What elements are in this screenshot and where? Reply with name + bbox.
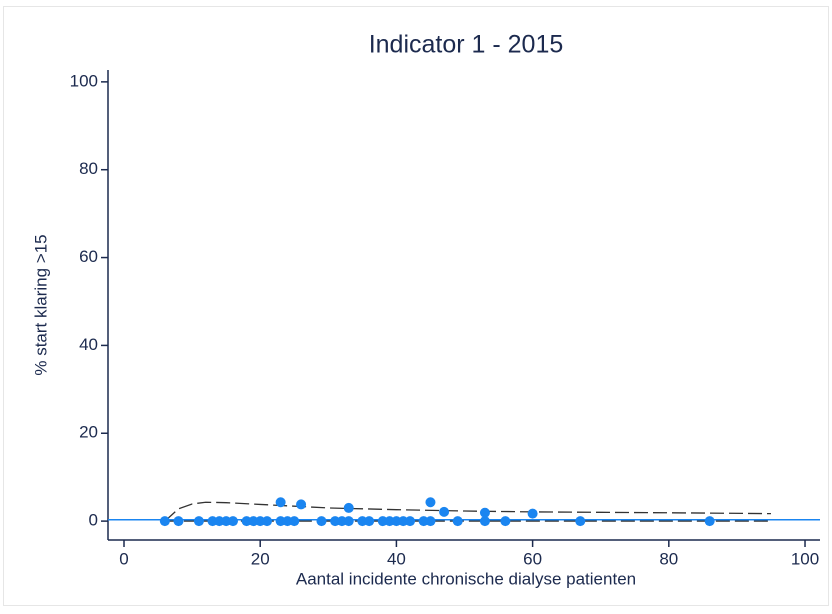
- point: [704, 516, 715, 527]
- point: [364, 516, 375, 527]
- y-tick-label: 100: [70, 71, 98, 90]
- point: [159, 516, 170, 527]
- y-tick-label: 80: [79, 159, 98, 178]
- point: [193, 516, 204, 527]
- y-tick-label: 60: [79, 247, 98, 266]
- x-tick-label: 0: [119, 549, 128, 568]
- x-tick-label: 20: [251, 549, 270, 568]
- point: [289, 516, 300, 527]
- y-tick-label: 0: [89, 511, 98, 530]
- point: [343, 502, 354, 513]
- point: [425, 516, 436, 527]
- point: [452, 516, 463, 527]
- point: [479, 516, 490, 527]
- point: [439, 506, 450, 517]
- point: [527, 508, 538, 519]
- point: [227, 516, 238, 527]
- x-tick-label: 100: [791, 549, 819, 568]
- point: [262, 516, 273, 527]
- x-tick-label: 80: [659, 549, 678, 568]
- y-tick-label: 20: [79, 423, 98, 442]
- x-tick-label: 40: [387, 549, 406, 568]
- point: [575, 516, 586, 527]
- upper-limit: [164, 501, 771, 522]
- point: [500, 516, 511, 527]
- point: [296, 499, 307, 510]
- point: [316, 516, 327, 527]
- point: [405, 516, 416, 527]
- point: [425, 497, 436, 508]
- point: [173, 516, 184, 527]
- chart-title: Indicator 1 - 2015: [369, 31, 564, 59]
- point: [275, 497, 286, 508]
- x-tick-label: 60: [523, 549, 542, 568]
- x-axis-label: Aantal incidente chronische dialyse pati…: [296, 569, 636, 588]
- frame: [3, 6, 829, 606]
- point: [479, 507, 490, 518]
- y-axis-label: % start klaring >15: [31, 234, 50, 375]
- y-tick-label: 40: [79, 335, 98, 354]
- point: [343, 516, 354, 527]
